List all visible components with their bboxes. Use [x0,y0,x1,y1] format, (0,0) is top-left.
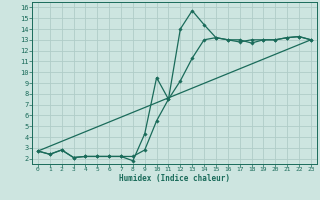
X-axis label: Humidex (Indice chaleur): Humidex (Indice chaleur) [119,174,230,183]
